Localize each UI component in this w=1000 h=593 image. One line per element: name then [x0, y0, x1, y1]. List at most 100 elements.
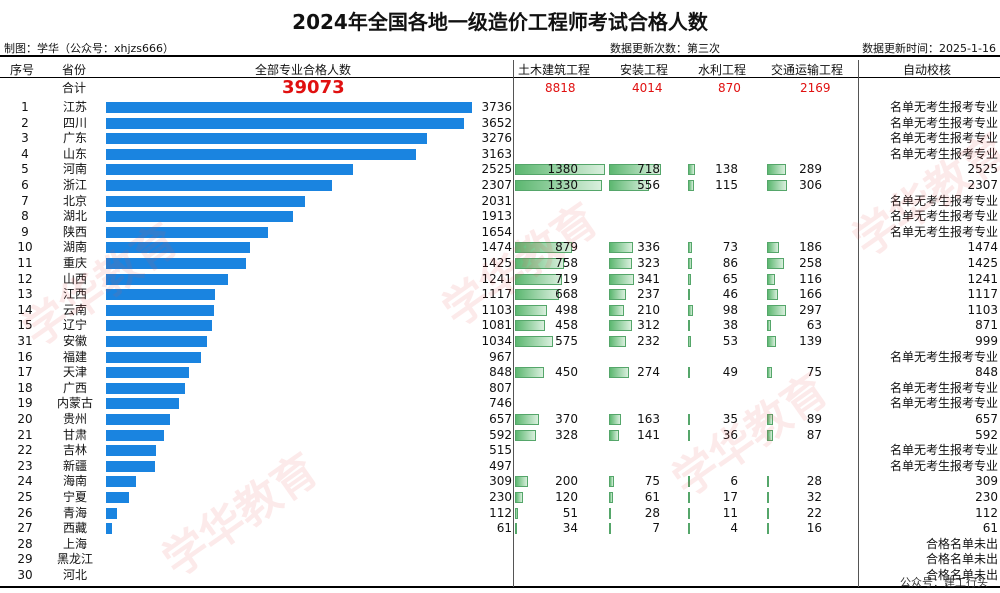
check-value: 名单无考生报考专业	[889, 100, 998, 114]
value-water: 138	[715, 162, 738, 177]
bar-civil	[515, 476, 529, 488]
value-all: 2525	[481, 162, 512, 177]
row-province: 宁夏	[62, 490, 87, 504]
check-value: 名单无考生报考专业	[889, 224, 998, 239]
check-value: 1117	[967, 287, 998, 302]
bar-install	[609, 180, 650, 191]
bar-traffic	[767, 492, 770, 503]
check-value: 309	[975, 474, 998, 489]
bar-civil	[515, 336, 553, 347]
bar-all	[106, 258, 246, 269]
value-water: 38	[722, 318, 738, 333]
bar-traffic	[767, 180, 787, 191]
row-number: 12	[17, 271, 33, 286]
bar-all	[106, 117, 464, 129]
value-civil: 575	[555, 334, 578, 348]
value-all: 1913	[481, 209, 512, 224]
value-water: 11	[722, 505, 738, 520]
check-value: 657	[975, 412, 998, 426]
row-province: 湖北	[62, 209, 87, 224]
value-install: 718	[637, 162, 660, 177]
value-all: 515	[489, 443, 512, 458]
value-water: 49	[722, 365, 738, 380]
value-all: 1654	[481, 224, 512, 239]
maker-note: 制图：学华（公众号：xhjzs666）	[4, 42, 175, 55]
bar-all	[106, 507, 117, 519]
divider-right	[858, 60, 859, 587]
value-all: 2031	[481, 193, 512, 208]
check-value: 230	[975, 490, 998, 504]
row-province: 吉林	[62, 443, 87, 458]
value-civil: 200	[555, 474, 578, 489]
bar-traffic	[767, 429, 773, 441]
row-number: 8	[21, 209, 29, 224]
value-civil: 879	[555, 240, 578, 255]
value-civil: 719	[555, 271, 578, 286]
row-number: 1	[21, 100, 29, 114]
value-traffic: 297	[799, 302, 822, 317]
value-all: 967	[489, 349, 512, 364]
bar-water	[688, 336, 691, 347]
bar-water	[688, 507, 690, 519]
row-number: 23	[17, 458, 33, 473]
update-count: 数据更新次数：第三次	[610, 42, 720, 55]
check-value: 61	[982, 521, 998, 536]
value-civil: 498	[555, 302, 578, 317]
value-water: 17	[722, 490, 738, 504]
row-number: 9	[21, 224, 29, 239]
check-value: 名单无考生报考专业	[889, 209, 998, 224]
bar-water	[688, 289, 691, 301]
check-value: 1425	[967, 256, 998, 270]
bar-install	[609, 320, 632, 332]
value-traffic: 116	[799, 271, 822, 286]
row-number: 24	[17, 474, 33, 489]
check-value: 名单无考生报考专业	[889, 193, 998, 208]
col-header-install: 安装工程	[620, 63, 669, 77]
bar-all	[106, 398, 180, 410]
bar-civil	[515, 164, 605, 176]
check-value: 合格名单未出	[925, 552, 998, 567]
value-install: 141	[637, 427, 660, 442]
value-install: 274	[637, 365, 660, 380]
check-value: 871	[975, 318, 998, 333]
bar-water	[688, 242, 692, 254]
bar-install	[609, 258, 633, 269]
value-install: 237	[637, 287, 660, 302]
value-all: 3652	[481, 115, 512, 130]
value-install: 232	[637, 334, 660, 348]
row-province: 北京	[62, 193, 87, 208]
bar-traffic	[767, 320, 772, 332]
bar-traffic	[767, 507, 769, 519]
row-province: 甘肃	[62, 427, 87, 442]
check-value: 2307	[967, 178, 998, 192]
top-rule	[0, 55, 1000, 57]
col-header-no: 序号	[10, 63, 35, 77]
value-install: 341	[637, 271, 660, 286]
row-number: 21	[17, 427, 33, 442]
value-all: 1081	[481, 318, 512, 333]
value-traffic: 28	[806, 474, 822, 489]
value-traffic: 258	[799, 256, 822, 270]
check-value: 名单无考生报考专业	[889, 146, 998, 161]
check-value: 名单无考生报考专业	[889, 115, 998, 130]
check-value: 名单无考生报考专业	[889, 380, 998, 395]
row-province: 西藏	[62, 521, 87, 536]
value-civil: 1330	[547, 178, 578, 192]
bar-water	[688, 304, 693, 316]
check-value: 1103	[967, 302, 998, 317]
bar-water	[688, 258, 693, 269]
bar-all	[106, 289, 216, 301]
bar-traffic	[767, 523, 769, 535]
check-value: 2525	[967, 162, 998, 177]
bar-all	[106, 460, 155, 472]
value-water: 73	[722, 240, 738, 255]
value-water: 65	[722, 271, 738, 286]
value-water: 53	[722, 334, 738, 348]
total-water: 870	[718, 81, 741, 95]
value-civil: 370	[555, 412, 578, 426]
bar-all	[106, 195, 305, 207]
value-install: 336	[637, 240, 660, 255]
bar-all	[106, 351, 201, 363]
check-value: 名单无考生报考专业	[889, 443, 998, 458]
row-number: 25	[17, 490, 33, 504]
